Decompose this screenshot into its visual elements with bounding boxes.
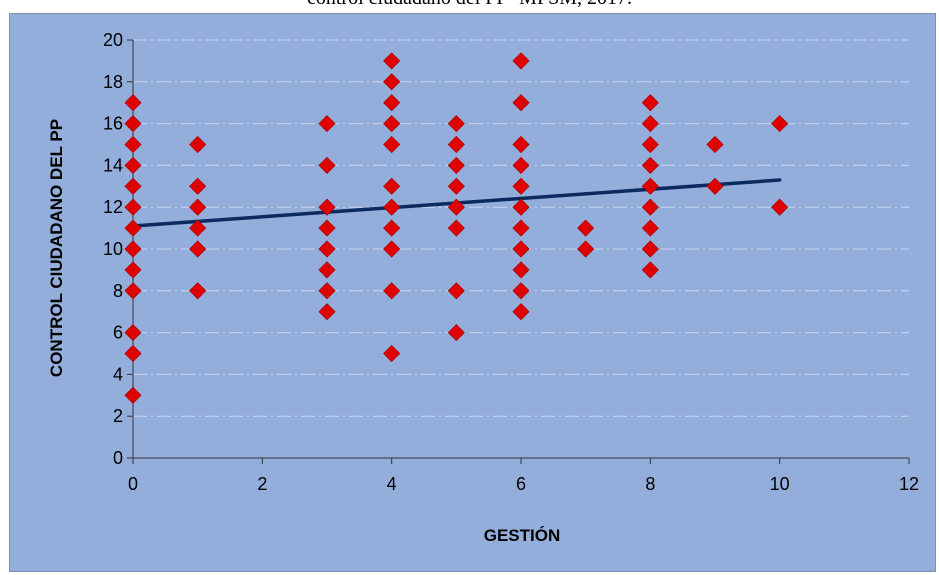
- data-point: [318, 115, 336, 133]
- tick-labels: 0 2 4 6 8 10 12 14 16 18 20 0 2 4 6 8 10 12: [103, 30, 919, 494]
- y-axis-title: CONTROL CIUDADANO DEL PP: [47, 119, 66, 377]
- data-point: [383, 52, 401, 70]
- data-point: [124, 198, 142, 216]
- x-tick-label: 0: [128, 474, 138, 494]
- data-point: [383, 240, 401, 258]
- data-point: [318, 303, 336, 321]
- y-tick-label: 2: [113, 406, 123, 426]
- data-point: [641, 94, 659, 112]
- data-point: [641, 198, 659, 216]
- data-point: [124, 344, 142, 363]
- data-point: [512, 52, 530, 70]
- data-point: [512, 94, 530, 112]
- x-tick-label: 8: [645, 474, 655, 494]
- y-tick-label: 8: [113, 281, 123, 301]
- data-point: [124, 156, 142, 174]
- data-point: [383, 94, 401, 112]
- data-point: [124, 115, 142, 133]
- y-tick-label: 4: [113, 364, 123, 384]
- data-point: [641, 219, 659, 237]
- data-point: [124, 282, 142, 300]
- data-point: [124, 219, 142, 237]
- figure-caption: control ciudadano del PP- MPSM, 2017.: [0, 0, 939, 10]
- data-point: [641, 261, 659, 279]
- data-point: [641, 177, 659, 195]
- data-point: [512, 219, 530, 237]
- data-point: [383, 177, 401, 195]
- data-point: [124, 94, 142, 112]
- data-point: [512, 198, 530, 216]
- data-point: [512, 282, 530, 300]
- data-point: [447, 198, 465, 216]
- y-tick-label: 14: [103, 155, 123, 175]
- data-point: [383, 115, 401, 133]
- data-point: [124, 177, 142, 195]
- data-point: [512, 240, 530, 258]
- chart-area: [9, 13, 936, 572]
- data-point: [124, 135, 142, 154]
- x-tick-label: 10: [770, 474, 790, 494]
- data-point: [641, 135, 659, 154]
- data-point: [383, 73, 401, 91]
- data-point: [447, 324, 465, 342]
- data-point: [189, 240, 207, 258]
- data-point: [641, 156, 659, 174]
- data-point: [512, 135, 530, 154]
- data-point: [512, 261, 530, 279]
- data-point: [512, 303, 530, 321]
- y-tick-label: 10: [103, 239, 123, 259]
- data-point: [189, 177, 207, 195]
- x-tick-label: 4: [387, 474, 397, 494]
- data-point: [383, 198, 401, 216]
- data-point: [512, 177, 530, 195]
- data-point: [318, 219, 336, 237]
- data-point: [124, 324, 142, 342]
- data-point: [447, 156, 465, 174]
- data-point: [383, 282, 401, 300]
- data-point: [771, 115, 789, 133]
- data-point: [124, 261, 142, 279]
- data-point: [447, 282, 465, 300]
- data-point: [447, 219, 465, 237]
- y-tick-label: 16: [103, 114, 123, 134]
- y-tick-label: 12: [103, 197, 123, 217]
- data-point: [318, 240, 336, 258]
- x-axis-title: GESTIÓN: [484, 526, 561, 545]
- data-points: [124, 52, 789, 404]
- data-point: [641, 240, 659, 258]
- x-tick-label: 2: [257, 474, 267, 494]
- data-point: [641, 115, 659, 133]
- x-tick-label: 12: [899, 474, 919, 494]
- data-point: [771, 198, 789, 216]
- data-point: [447, 115, 465, 133]
- data-point: [318, 156, 336, 174]
- data-point: [577, 240, 595, 258]
- data-point: [189, 282, 207, 300]
- data-point: [706, 135, 724, 154]
- data-point: [124, 386, 142, 404]
- y-tick-label: 18: [103, 72, 123, 92]
- data-point: [189, 219, 207, 237]
- data-point: [318, 282, 336, 300]
- data-point: [189, 135, 207, 154]
- data-point: [577, 219, 595, 237]
- y-tick-label: 6: [113, 323, 123, 343]
- data-point: [447, 177, 465, 195]
- data-point: [318, 198, 336, 216]
- y-tick-label: 20: [103, 30, 123, 50]
- data-point: [383, 344, 401, 363]
- data-point: [318, 261, 336, 279]
- data-point: [383, 219, 401, 237]
- data-point: [447, 135, 465, 154]
- data-point: [512, 156, 530, 174]
- x-tick-label: 6: [516, 474, 526, 494]
- data-point: [189, 198, 207, 216]
- y-tick-label: 0: [113, 448, 123, 468]
- data-point: [124, 240, 142, 258]
- data-point: [383, 135, 401, 154]
- data-point: [706, 177, 724, 195]
